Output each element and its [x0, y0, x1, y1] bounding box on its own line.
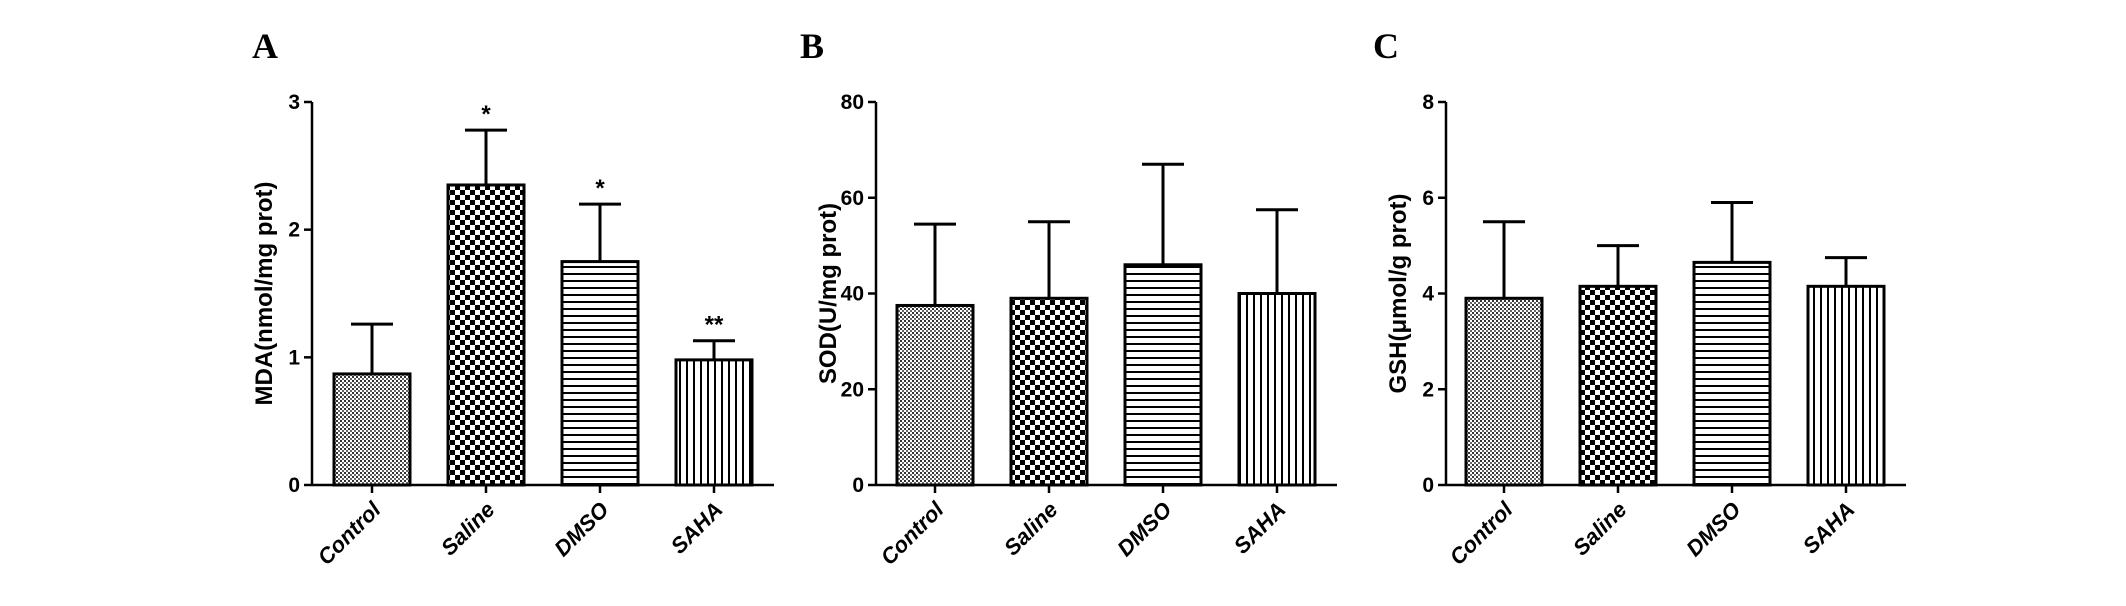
y-tick-label: 0 — [1422, 474, 1434, 497]
chart-panel-a: A 0 1 2 3 MDA(nmol/mg prot) Control * Saline * DMS… — [251, 26, 774, 570]
x-category-label: Control — [1445, 496, 1519, 570]
bar-saha — [1806, 284, 1886, 487]
chart-panel-b: B 0 20 40 60 80 SOD(U/mg prot) Control Saline DMS… — [800, 26, 1337, 570]
significance-marker: ** — [705, 312, 724, 339]
bar-saha — [1237, 292, 1317, 487]
x-category-label: Control — [313, 496, 387, 570]
chart-panel-c: C 0 2 4 6 8 GSH(μmol/g prot) Control Saline DMSO S… — [1373, 26, 1906, 570]
bar-dmso — [1692, 260, 1772, 487]
y-axis-label: MDA(nmol/mg prot) — [251, 182, 278, 406]
y-tick-label: 80 — [841, 91, 864, 114]
y-axis-label: SOD(U/mg prot) — [815, 203, 842, 384]
bar-control — [895, 303, 975, 487]
significance-marker: * — [481, 101, 491, 128]
x-category-label: SAHA — [1229, 497, 1291, 559]
y-tick-label: 60 — [841, 187, 864, 210]
y-tick-label: 20 — [841, 378, 864, 401]
bar-saline — [1009, 296, 1089, 487]
panel-letter: C — [1373, 26, 1399, 66]
x-category-label: Control — [876, 496, 950, 570]
x-category-label: Saline — [1568, 497, 1632, 561]
x-category-label: Saline — [436, 497, 500, 561]
x-category-label: DMSO — [1681, 497, 1745, 561]
y-tick-label: 6 — [1422, 187, 1434, 210]
y-tick-label: 40 — [841, 283, 864, 306]
significance-marker: * — [595, 175, 605, 202]
x-category-label: DMSO — [1112, 497, 1176, 561]
bar-control — [332, 372, 412, 487]
x-category-label: DMSO — [549, 497, 613, 561]
panel-letter: A — [252, 26, 278, 66]
y-tick-label: 2 — [288, 219, 300, 242]
y-axis-label: GSH(μmol/g prot) — [1385, 194, 1412, 394]
y-tick-label: 1 — [288, 346, 300, 369]
y-tick-label: 2 — [1422, 378, 1434, 401]
y-tick-label: 3 — [288, 91, 300, 114]
panel-letter: B — [800, 26, 824, 66]
y-tick-label: 8 — [1422, 91, 1434, 114]
x-category-label: Saline — [999, 497, 1063, 561]
y-tick-label: 4 — [1422, 283, 1434, 306]
bar-saline — [446, 183, 526, 487]
bar-saline — [1578, 284, 1658, 487]
bar-control — [1464, 296, 1544, 487]
bar-dmso — [1123, 263, 1203, 487]
y-tick-label: 0 — [852, 474, 864, 497]
x-category-label: SAHA — [1798, 497, 1860, 559]
bar-saha — [674, 358, 754, 487]
y-tick-label: 0 — [288, 474, 300, 497]
x-category-label: SAHA — [666, 497, 728, 559]
bar-dmso — [560, 260, 640, 487]
